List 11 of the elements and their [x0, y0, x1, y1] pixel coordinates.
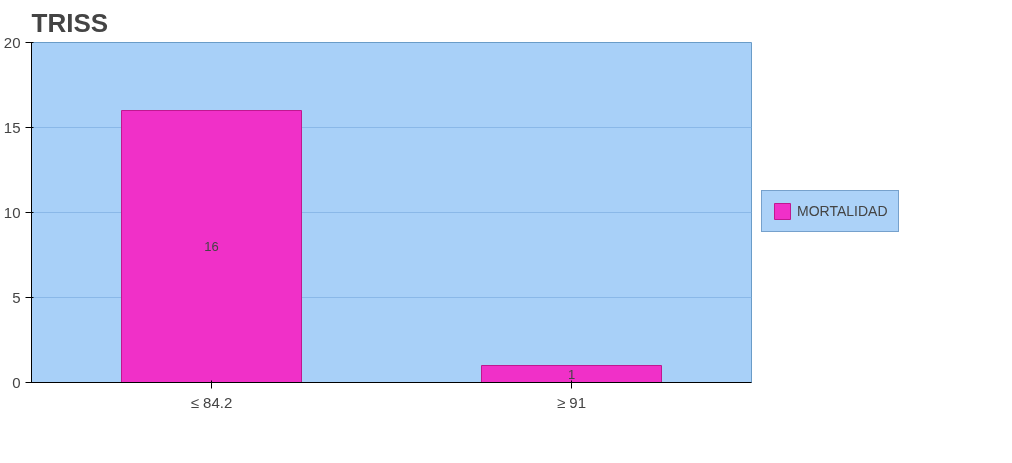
y-tick-label: 15	[3, 118, 21, 136]
data-label: 1	[567, 366, 576, 382]
x-tick-label: ≤ 84.2	[190, 393, 233, 411]
data-label: 16	[204, 239, 219, 254]
y-tick-label: 0	[12, 373, 21, 391]
chart-title: TRISS	[31, 7, 109, 38]
legend-label: MORTALIDAD	[797, 203, 888, 219]
y-tick-label: 20	[3, 33, 21, 51]
y-tick-label: 5	[12, 288, 21, 306]
y-tick-label: 10	[3, 203, 21, 221]
x-tick-label: ≥ 91	[556, 393, 587, 411]
